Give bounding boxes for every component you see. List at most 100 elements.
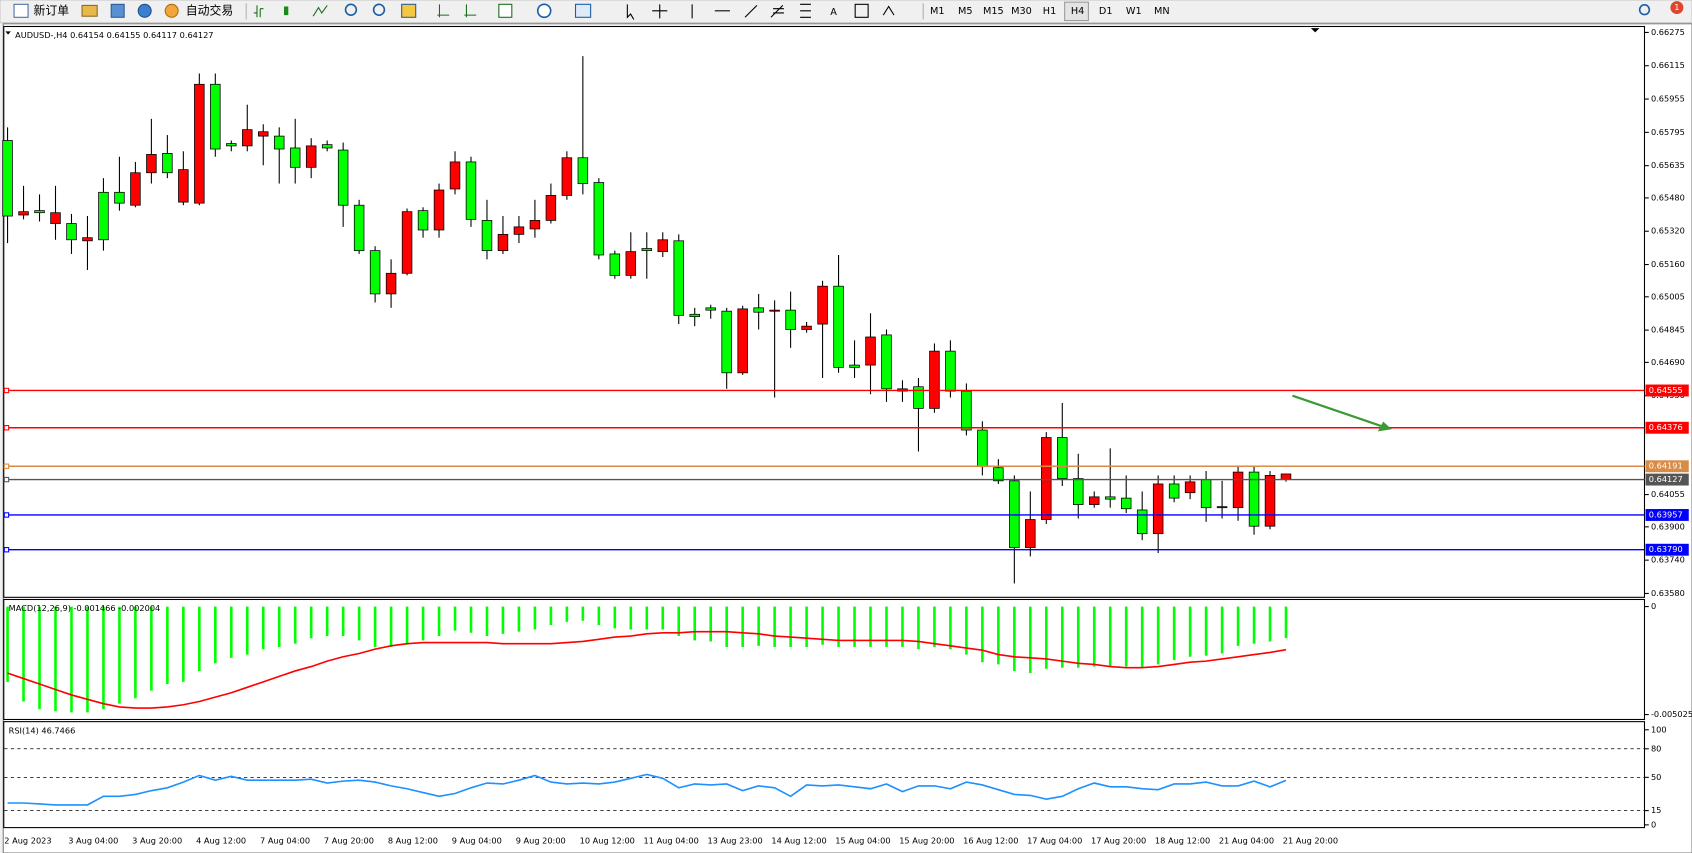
price-tag xyxy=(1645,509,1689,521)
timeframe-button[interactable]: M5 xyxy=(958,6,973,17)
chart-marks: 0.66275 0.66115 0.65955 0.65795 0.65635 0.654… xyxy=(2,27,1692,846)
candle-body xyxy=(417,210,429,231)
indicators-button[interactable] xyxy=(498,3,513,18)
candle-body xyxy=(737,308,748,374)
candle-body xyxy=(34,210,45,214)
x-tick-label: 17 Aug 20:00 xyxy=(1091,836,1146,846)
candle-body xyxy=(433,189,445,231)
notification-count[interactable]: 1 xyxy=(1674,2,1679,12)
templates-button[interactable] xyxy=(574,3,592,18)
candle-body xyxy=(242,129,253,147)
rsi-line xyxy=(7,773,1287,806)
cursor-tool[interactable] xyxy=(626,4,635,20)
candle-body xyxy=(1152,483,1164,535)
zoom-out-button[interactable] xyxy=(372,3,386,16)
zoom-in-button[interactable] xyxy=(344,3,358,16)
candle-body xyxy=(1280,473,1292,480)
shapes-tool[interactable] xyxy=(882,5,895,16)
new-order-button[interactable]: 新订单 xyxy=(33,3,69,17)
y-tick-label: 0.65320 xyxy=(1651,226,1685,236)
trendline-tool[interactable] xyxy=(744,5,758,18)
candle-body xyxy=(977,429,988,468)
tool-icon[interactable] xyxy=(110,3,125,18)
candle-body xyxy=(545,195,557,221)
candle-body xyxy=(465,161,477,220)
candle-body xyxy=(993,467,1004,482)
candle-body xyxy=(2,140,13,217)
active-timeframe xyxy=(1064,1,1089,22)
candle-body xyxy=(258,131,269,137)
y-tick-label: 0.65480 xyxy=(1651,192,1685,202)
y-tick-label: 0 xyxy=(1651,601,1656,611)
candle-body xyxy=(689,313,700,317)
candle-body xyxy=(929,350,940,409)
candle-body xyxy=(609,253,621,276)
candle-body xyxy=(801,325,812,330)
candle-body xyxy=(513,226,525,235)
line-chart-button[interactable] xyxy=(312,5,328,17)
auto-trading-button[interactable]: 自动交易 xyxy=(186,3,233,17)
periods-button[interactable] xyxy=(536,3,552,19)
y-tick-label: 0.65005 xyxy=(1651,291,1685,301)
timeframe-button[interactable]: M30 xyxy=(1011,6,1032,17)
candle-body xyxy=(881,334,892,390)
crosshair-tool[interactable] xyxy=(652,4,668,19)
candle-body xyxy=(114,191,125,204)
candle-body xyxy=(785,309,796,330)
candle-body xyxy=(449,161,461,190)
y-tick-label: -0.005025 xyxy=(1651,709,1692,719)
bar-chart-button[interactable] xyxy=(253,5,264,18)
tile-button[interactable] xyxy=(401,3,417,18)
price-tag-label: 0.64376 xyxy=(1649,422,1683,432)
channel-tool[interactable] xyxy=(770,5,784,18)
candle-body xyxy=(146,154,157,174)
text-tool[interactable]: A xyxy=(830,7,837,18)
search-button[interactable] xyxy=(1638,4,1651,16)
tool-icon[interactable] xyxy=(137,3,152,18)
y-tick-label: 0.64845 xyxy=(1651,325,1685,335)
x-tick-label: 7 Aug 04:00 xyxy=(260,836,310,846)
fibo-tool[interactable] xyxy=(800,3,811,18)
new-order-icon[interactable] xyxy=(13,3,29,18)
tool-icon[interactable] xyxy=(81,4,98,17)
scroll-button[interactable] xyxy=(437,4,450,18)
candle-body xyxy=(1136,509,1148,535)
notification-badge[interactable] xyxy=(1670,1,1684,15)
toolbar xyxy=(0,0,1692,24)
candle-body xyxy=(305,145,317,168)
candle-body xyxy=(1089,496,1100,505)
candle-body xyxy=(961,390,972,431)
shift-button[interactable] xyxy=(464,4,477,18)
timeframe-button[interactable]: W1 xyxy=(1126,6,1142,17)
price-level-anchor xyxy=(3,463,10,469)
candle-chart-button[interactable] xyxy=(283,6,289,16)
timeframe-button[interactable]: H4 xyxy=(1071,6,1084,17)
x-tick-label: 9 Aug 20:00 xyxy=(516,836,566,846)
candle-body xyxy=(817,285,828,325)
timeframe-button[interactable]: M1 xyxy=(930,6,945,17)
candle-body xyxy=(273,135,285,150)
label-tool[interactable] xyxy=(854,3,869,18)
x-tick-label: 9 Aug 04:00 xyxy=(452,836,502,846)
auto-trading-icon[interactable] xyxy=(164,3,179,18)
x-tick-label: 15 Aug 04:00 xyxy=(835,836,890,846)
x-tick-label: 17 Aug 04:00 xyxy=(1027,836,1082,846)
main-panel xyxy=(3,25,1646,598)
candle-body xyxy=(497,233,509,251)
y-tick-label: 0.64690 xyxy=(1651,357,1685,367)
timeframe-button[interactable]: MN xyxy=(1154,6,1170,17)
price-tag-label: 0.64127 xyxy=(1649,474,1683,484)
x-tick-label: 16 Aug 12:00 xyxy=(963,836,1018,846)
candle-body xyxy=(753,307,764,313)
chart-shift-marker xyxy=(1310,28,1320,33)
panel-label: RSI(14) 46.7466 xyxy=(9,725,76,735)
candle-body xyxy=(1025,519,1036,549)
timeframe-button[interactable]: H1 xyxy=(1043,6,1056,17)
price-level-anchor xyxy=(3,547,10,553)
candle-body xyxy=(721,310,732,374)
timeframe-button[interactable]: D1 xyxy=(1099,6,1113,17)
x-tick-label: 21 Aug 20:00 xyxy=(1283,836,1338,846)
timeframe-button[interactable]: M15 xyxy=(983,6,1004,17)
candle-body xyxy=(162,153,173,174)
